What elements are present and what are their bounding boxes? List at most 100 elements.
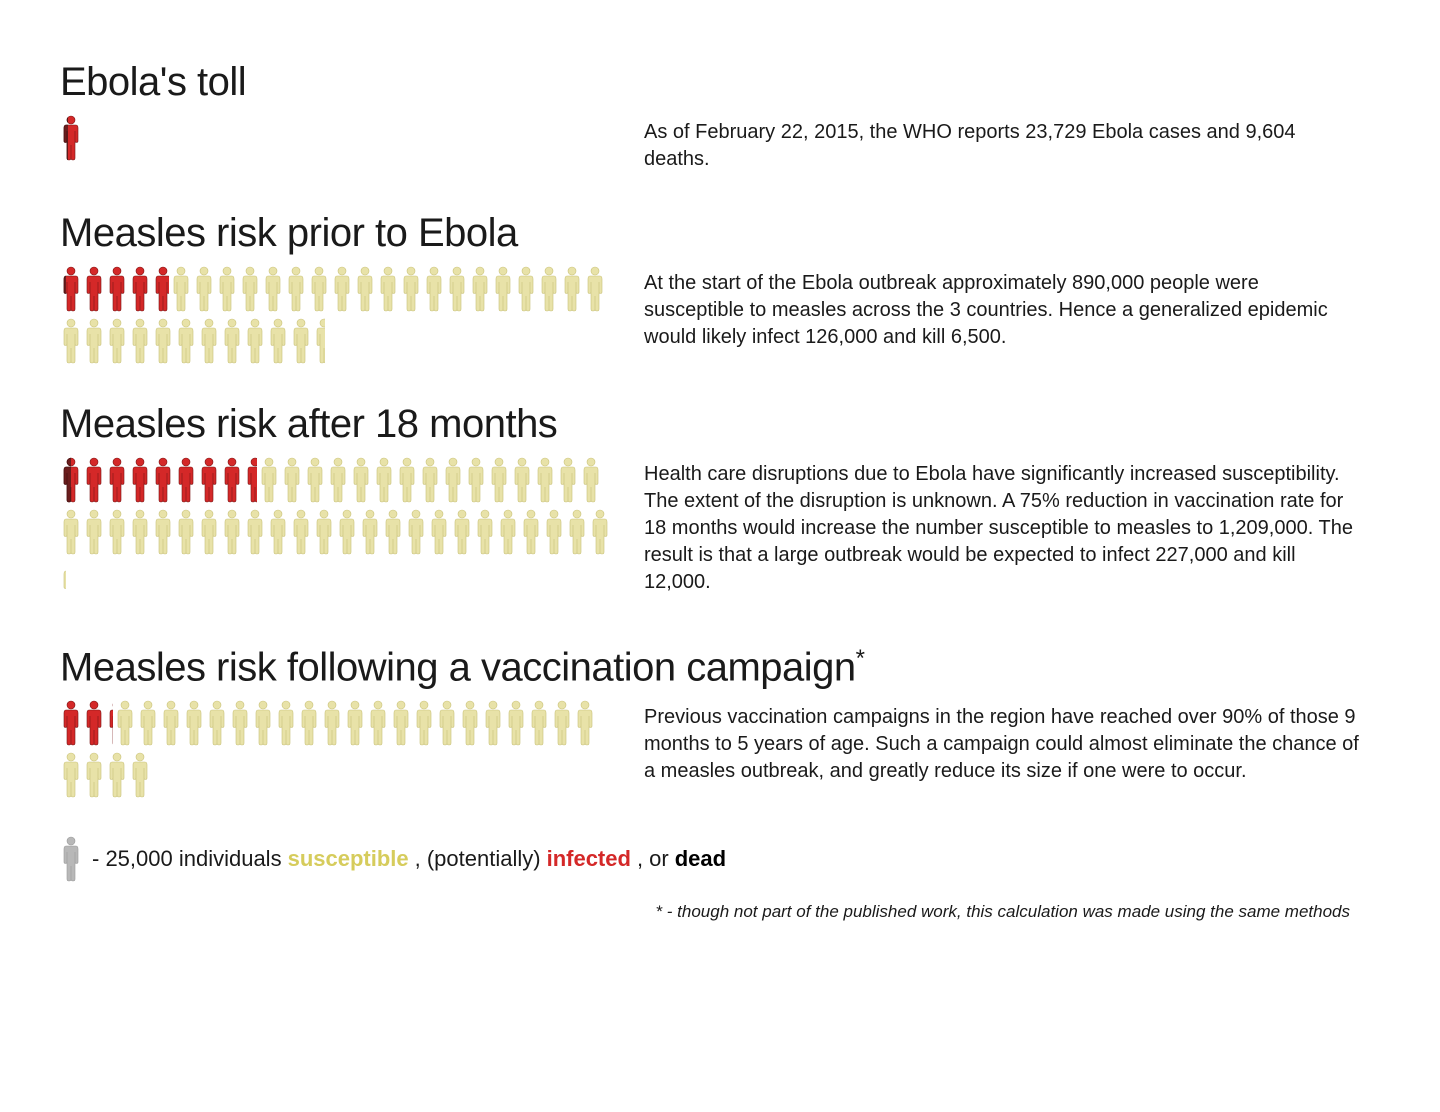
person-icon	[106, 752, 128, 798]
section-text: At the start of the Ebola outbreak appro…	[644, 266, 1360, 351]
person-icon	[442, 457, 464, 503]
person-icon	[60, 318, 82, 364]
person-icon	[561, 266, 583, 312]
footnote: * - though not part of the published wor…	[60, 902, 1360, 922]
person-icon	[574, 700, 596, 746]
person-icon	[60, 509, 82, 555]
person-icon	[290, 509, 312, 555]
person-icon	[83, 752, 105, 798]
person-icon	[60, 457, 82, 503]
person-icon	[106, 318, 128, 364]
person-icon	[60, 457, 71, 503]
person-icon	[175, 509, 197, 555]
section-body: Previous vaccination campaigns in the re…	[60, 700, 1360, 798]
person-icon	[580, 457, 602, 503]
person-icon	[160, 700, 182, 746]
person-icon	[584, 266, 606, 312]
footnote-marker: *	[856, 645, 865, 672]
legend-infected: infected	[547, 846, 631, 872]
person-icon	[152, 752, 154, 798]
person-icon	[83, 318, 105, 364]
person-icon	[459, 700, 481, 746]
legend-text: - 25,000 individuals	[92, 846, 282, 872]
person-icon	[60, 700, 82, 746]
person-icon	[474, 509, 496, 555]
person-icon	[267, 509, 289, 555]
person-icon	[60, 266, 66, 312]
section-title: Measles risk following a vaccination cam…	[60, 645, 1360, 690]
legend-dead: dead	[675, 846, 726, 872]
person-icon	[557, 457, 579, 503]
person-icon	[465, 457, 487, 503]
person-icon	[252, 700, 274, 746]
person-icon	[198, 457, 220, 503]
person-icon	[244, 509, 266, 555]
person-icon	[221, 457, 243, 503]
person-icon	[359, 509, 381, 555]
section-title: Measles risk prior to Ebola	[60, 211, 1360, 256]
person-icon	[60, 266, 66, 312]
person-icon	[589, 509, 611, 555]
person-icon	[129, 509, 151, 555]
person-icon	[60, 561, 66, 607]
person-icon	[313, 318, 325, 364]
section-title: Measles risk after 18 months	[60, 402, 1360, 447]
person-icon	[267, 318, 289, 364]
person-icon	[492, 266, 514, 312]
person-icon	[511, 457, 533, 503]
person-icon	[551, 700, 573, 746]
person-icon	[83, 457, 105, 503]
person-icon	[175, 457, 197, 503]
person-icon	[206, 700, 228, 746]
person-icon	[321, 700, 343, 746]
person-icon	[152, 509, 174, 555]
icon-row	[60, 700, 620, 798]
person-icon	[221, 318, 243, 364]
person-icon	[298, 700, 320, 746]
person-icon	[428, 509, 450, 555]
person-icon	[405, 509, 427, 555]
section-campaign: Measles risk following a vaccination cam…	[60, 645, 1360, 798]
person-icon	[396, 457, 418, 503]
person-icon	[423, 266, 445, 312]
icon-area	[60, 700, 620, 798]
person-icon	[290, 318, 312, 364]
person-icon	[436, 700, 458, 746]
person-icon	[275, 700, 297, 746]
person-icon	[60, 752, 82, 798]
person-icon	[281, 457, 303, 503]
icon-row	[60, 457, 620, 607]
person-icon	[60, 115, 68, 161]
person-icon	[183, 700, 205, 746]
person-icon	[327, 457, 349, 503]
person-icon	[505, 700, 527, 746]
section-text: Health care disruptions due to Ebola hav…	[644, 457, 1360, 596]
person-icon	[152, 752, 154, 798]
person-icon	[262, 266, 284, 312]
person-icon	[390, 700, 412, 746]
person-icon	[344, 700, 366, 746]
section-text: Previous vaccination campaigns in the re…	[644, 700, 1360, 785]
person-icon	[451, 509, 473, 555]
section-title: Ebola's toll	[60, 60, 1360, 105]
person-icon	[244, 457, 257, 503]
person-icon	[216, 266, 238, 312]
person-icon	[114, 700, 136, 746]
legend-text: , or	[637, 846, 669, 872]
person-icon	[60, 115, 68, 161]
section-ebola: Ebola's toll As of February 22, 2015, th…	[60, 60, 1360, 173]
person-icon	[331, 266, 353, 312]
section-prior: Measles risk prior to Ebola	[60, 211, 1360, 364]
person-icon	[129, 266, 151, 312]
person-icon	[198, 509, 220, 555]
person-icon	[152, 266, 169, 312]
person-icon	[488, 457, 510, 503]
person-icon	[350, 457, 372, 503]
person-icon	[244, 318, 266, 364]
person-icon	[60, 266, 82, 312]
person-icon	[313, 509, 335, 555]
person-icon	[175, 318, 197, 364]
person-icon	[382, 509, 404, 555]
person-icon	[308, 266, 330, 312]
person-icon	[221, 509, 243, 555]
